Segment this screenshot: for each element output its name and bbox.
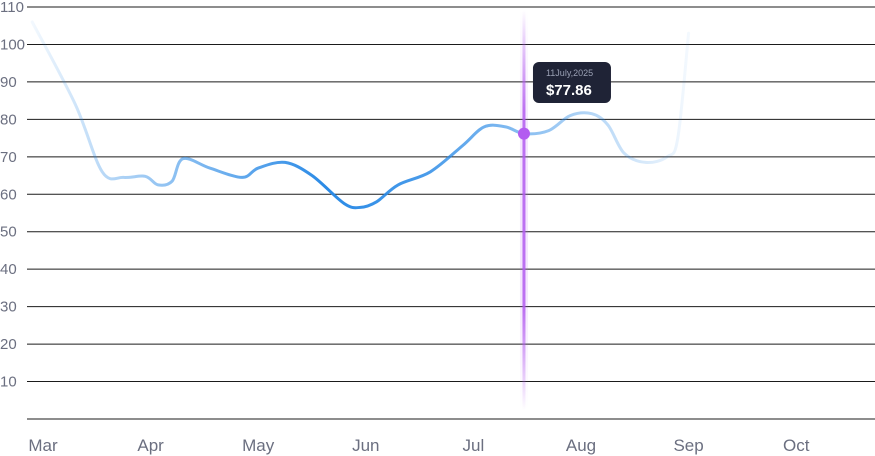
highlight-line — [522, 10, 526, 410]
y-tick-label: 40 — [0, 261, 17, 278]
x-tick-label: May — [242, 436, 275, 455]
series-line — [30, 20, 691, 210]
y-tick-label: 30 — [0, 299, 17, 316]
x-tick-label: Mar — [28, 436, 58, 455]
y-tick-label: 90 — [0, 74, 17, 91]
y-tick-label: 20 — [0, 336, 17, 353]
tooltip-date: 11July,2025 — [546, 68, 593, 78]
y-tick-label: 10 — [0, 374, 17, 391]
y-tick-label: 50 — [0, 224, 17, 241]
y-tick-label: 100 — [0, 36, 25, 53]
highlight-marker — [519, 10, 528, 410]
y-tick-label: 110 — [0, 0, 24, 16]
highlight-point-group — [517, 127, 530, 140]
highlight-point — [517, 127, 530, 140]
x-axis-ticks: Mar Apr May Jun Jul Aug Sep Oct — [28, 436, 809, 455]
tooltip-background — [532, 62, 611, 103]
tooltip-value: $77.86 — [546, 82, 592, 99]
y-tick-label: 80 — [0, 111, 17, 128]
tooltip: 11July,2025 $77.86 — [532, 62, 611, 103]
x-tick-label: Jul — [463, 436, 485, 455]
y-tick-label: 60 — [0, 186, 17, 203]
y-axis-ticks: 10 20 30 40 50 60 70 80 90 100 110 — [0, 0, 25, 391]
grid-lines — [27, 6, 875, 420]
x-tick-label: Oct — [783, 436, 810, 455]
x-tick-label: Sep — [673, 436, 703, 455]
y-tick-label: 70 — [0, 149, 17, 166]
x-tick-label: Aug — [566, 436, 596, 455]
x-tick-label: Apr — [137, 436, 164, 455]
x-tick-label: Jun — [352, 436, 379, 455]
